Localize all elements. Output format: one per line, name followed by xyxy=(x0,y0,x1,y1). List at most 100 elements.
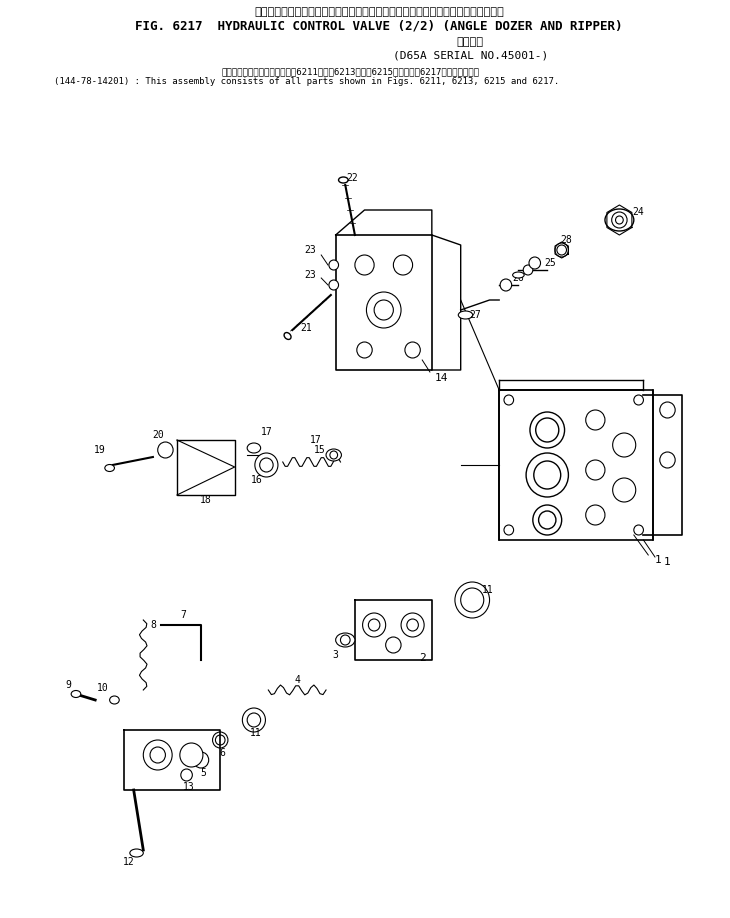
Ellipse shape xyxy=(339,177,348,183)
Circle shape xyxy=(366,292,401,328)
Circle shape xyxy=(393,255,412,275)
Text: 15: 15 xyxy=(313,445,325,455)
Circle shape xyxy=(530,412,564,448)
Ellipse shape xyxy=(247,443,261,453)
Circle shape xyxy=(536,418,558,442)
Circle shape xyxy=(340,635,350,645)
Ellipse shape xyxy=(105,465,115,472)
Text: 12: 12 xyxy=(123,857,135,867)
Circle shape xyxy=(504,525,514,535)
Text: 18: 18 xyxy=(200,495,212,505)
Ellipse shape xyxy=(71,690,81,698)
Text: 6: 6 xyxy=(219,748,225,758)
Text: FIG. 6217  HYDRAULIC CONTROL VALVE (2/2) (ANGLE DOZER AND RIPPER): FIG. 6217 HYDRAULIC CONTROL VALVE (2/2) … xyxy=(135,19,623,32)
Circle shape xyxy=(242,708,266,732)
Text: 2: 2 xyxy=(419,653,426,663)
Text: 1: 1 xyxy=(655,555,661,565)
Circle shape xyxy=(529,257,540,269)
Circle shape xyxy=(539,511,556,529)
Circle shape xyxy=(504,395,514,405)
Circle shape xyxy=(355,255,374,275)
Text: 20: 20 xyxy=(152,430,164,440)
Polygon shape xyxy=(499,390,653,540)
Circle shape xyxy=(615,216,623,224)
Circle shape xyxy=(455,582,490,618)
Text: 11: 11 xyxy=(250,728,261,738)
Text: 3: 3 xyxy=(333,650,339,660)
Text: 17: 17 xyxy=(261,427,272,437)
Circle shape xyxy=(385,637,401,653)
Text: 26: 26 xyxy=(512,273,524,283)
Text: 23: 23 xyxy=(304,245,316,255)
Circle shape xyxy=(612,478,636,502)
Text: 9: 9 xyxy=(65,680,72,690)
Circle shape xyxy=(363,613,385,637)
Text: (D65A SERIAL NO.45001-): (D65A SERIAL NO.45001-) xyxy=(393,51,548,61)
Text: (144-78-14201) : This assembly consists of all parts shown in Figs. 6211, 6213, : (144-78-14201) : This assembly consists … xyxy=(54,77,559,86)
Circle shape xyxy=(260,458,273,472)
Ellipse shape xyxy=(605,209,634,231)
Polygon shape xyxy=(177,440,234,495)
Text: このアセンブリの構成部品は第6211図、第6213図、第6215図および第6217図を含みます。: このアセンブリの構成部品は第6211図、第6213図、第6215図および第621… xyxy=(221,68,479,76)
Text: 1: 1 xyxy=(664,557,671,567)
Circle shape xyxy=(534,461,561,489)
Circle shape xyxy=(401,613,424,637)
Ellipse shape xyxy=(130,849,143,857)
Circle shape xyxy=(158,442,173,458)
Circle shape xyxy=(215,735,225,745)
Circle shape xyxy=(143,740,172,770)
Circle shape xyxy=(181,769,192,781)
Polygon shape xyxy=(355,600,432,660)
Text: 8: 8 xyxy=(150,620,155,630)
Circle shape xyxy=(374,300,393,320)
Circle shape xyxy=(255,453,278,477)
Text: 17: 17 xyxy=(310,435,321,445)
Polygon shape xyxy=(643,395,682,535)
Ellipse shape xyxy=(284,332,291,340)
Circle shape xyxy=(150,747,166,763)
Text: 22: 22 xyxy=(346,173,358,183)
Text: 10: 10 xyxy=(97,683,109,693)
Circle shape xyxy=(407,619,418,631)
Circle shape xyxy=(357,342,372,358)
Text: ハイドロリック　コントロール　バルブ　　　アングル　ドーザ　および　リッパ: ハイドロリック コントロール バルブ アングル ドーザ および リッパ xyxy=(254,7,504,17)
Text: 25: 25 xyxy=(545,258,556,268)
Text: 28: 28 xyxy=(561,235,572,245)
Text: 16: 16 xyxy=(251,475,263,485)
Circle shape xyxy=(247,713,261,727)
Polygon shape xyxy=(336,235,432,370)
Circle shape xyxy=(329,260,339,270)
Circle shape xyxy=(193,752,209,768)
Polygon shape xyxy=(607,205,632,235)
Text: 21: 21 xyxy=(300,323,312,333)
Circle shape xyxy=(526,453,569,497)
Text: 7: 7 xyxy=(181,610,187,620)
Ellipse shape xyxy=(336,633,355,647)
Circle shape xyxy=(660,452,675,468)
Ellipse shape xyxy=(326,449,342,461)
Circle shape xyxy=(523,265,533,275)
Text: 24: 24 xyxy=(633,207,645,217)
Circle shape xyxy=(634,395,643,405)
Text: 4: 4 xyxy=(294,675,300,685)
Circle shape xyxy=(585,410,605,430)
Text: 11: 11 xyxy=(482,585,493,595)
Circle shape xyxy=(585,505,605,525)
Circle shape xyxy=(329,280,339,290)
Circle shape xyxy=(612,212,627,228)
Circle shape xyxy=(500,279,512,291)
Circle shape xyxy=(557,245,566,255)
Circle shape xyxy=(212,732,228,748)
Ellipse shape xyxy=(512,272,524,278)
Circle shape xyxy=(405,342,420,358)
Circle shape xyxy=(660,402,675,418)
Text: 13: 13 xyxy=(182,782,194,792)
Text: 19: 19 xyxy=(94,445,106,455)
Text: 27: 27 xyxy=(469,310,481,320)
Text: 14: 14 xyxy=(434,373,448,383)
Polygon shape xyxy=(124,730,220,790)
Ellipse shape xyxy=(458,311,473,319)
Circle shape xyxy=(634,525,643,535)
Circle shape xyxy=(180,743,203,767)
Ellipse shape xyxy=(555,243,569,257)
